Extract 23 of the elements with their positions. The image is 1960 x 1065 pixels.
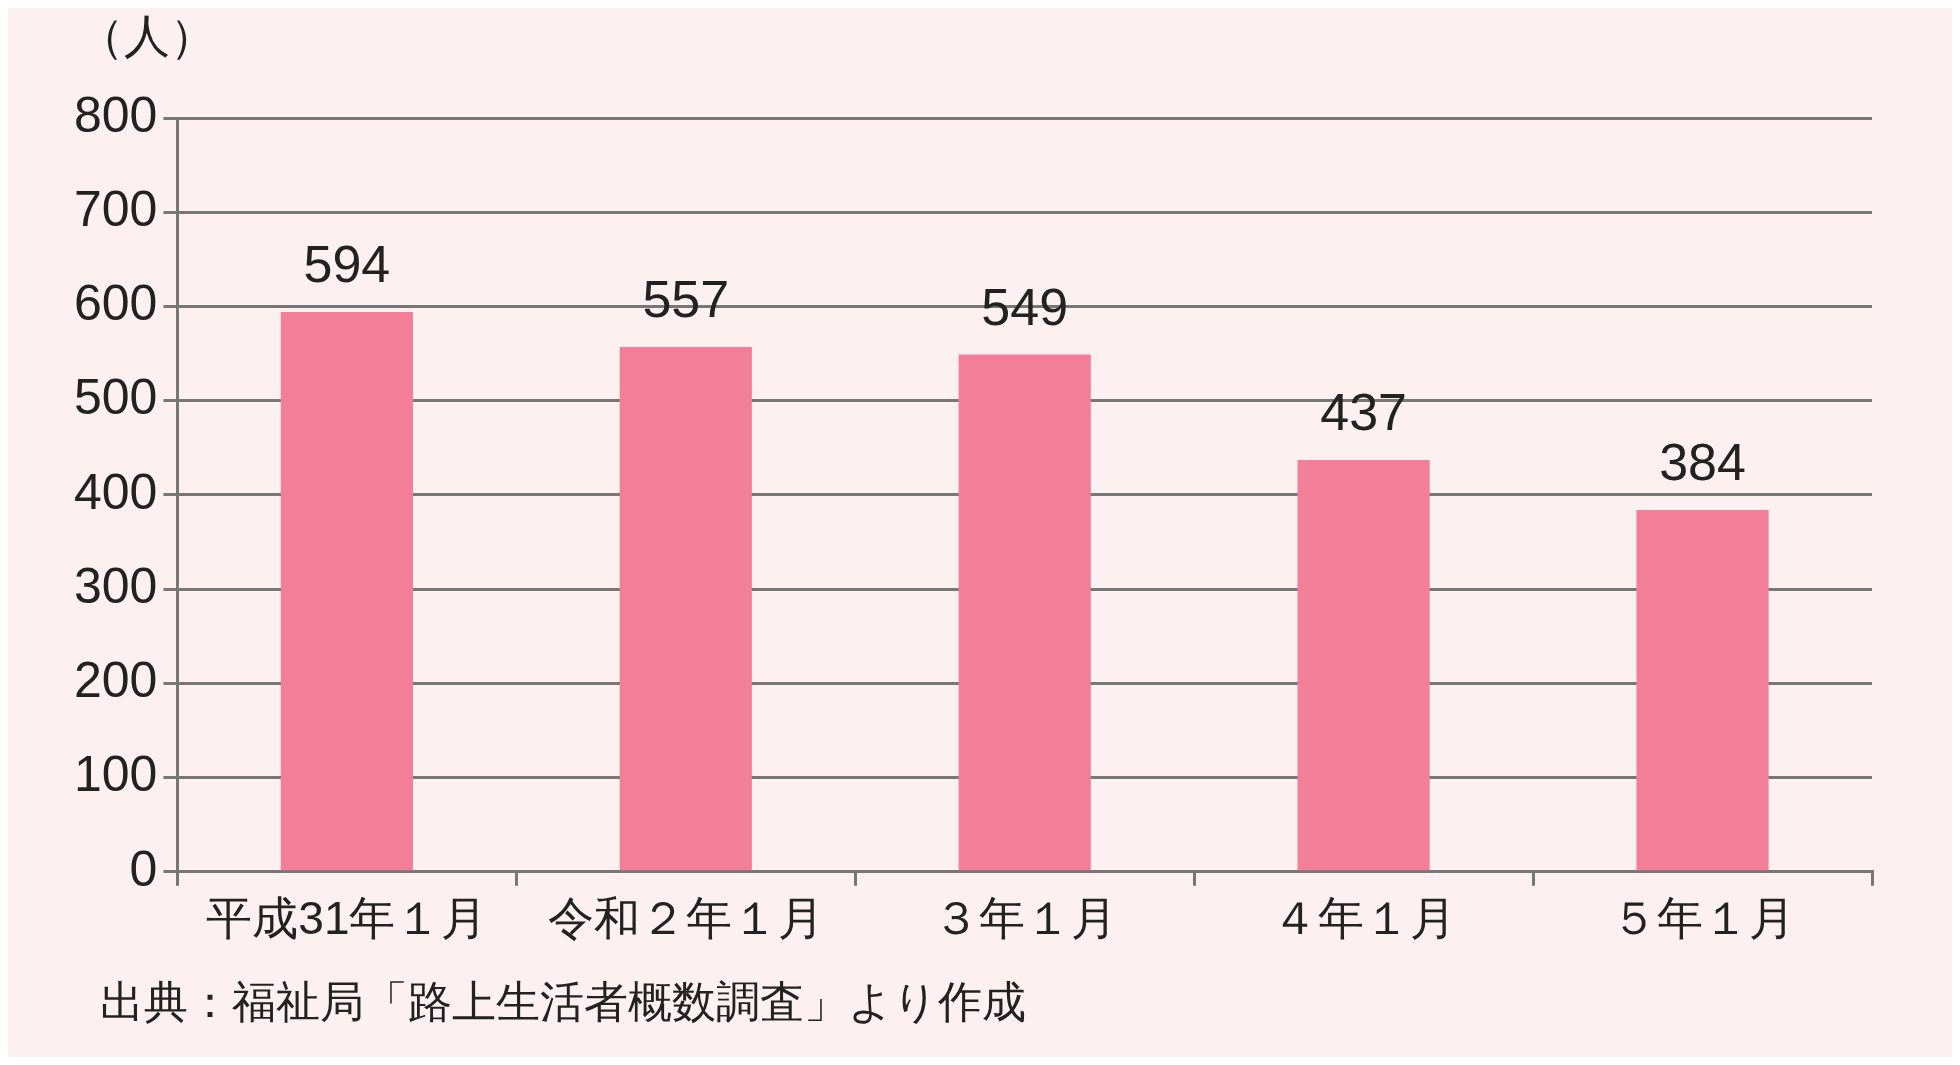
y-tick-label: 300 xyxy=(73,557,158,614)
y-tick-label: 0 xyxy=(129,840,158,897)
y-tick-label: 100 xyxy=(73,746,158,803)
y-tick-label: 600 xyxy=(73,275,158,332)
y-tick-label: 700 xyxy=(73,181,158,238)
y-tick-label: 800 xyxy=(73,86,158,143)
source-note: 出典：福祉局「路上生活者概数調査」より作成 xyxy=(100,977,1026,1027)
bar xyxy=(280,312,413,871)
y-tick-label: 400 xyxy=(73,463,158,520)
data-label: 594 xyxy=(303,235,391,294)
bar xyxy=(1297,460,1430,871)
y-tick-label: 500 xyxy=(73,369,158,426)
bar xyxy=(958,354,1091,871)
x-tick-label: ５年１月 xyxy=(1610,892,1795,945)
bar xyxy=(619,346,752,871)
y-axis-title: （人） xyxy=(78,9,216,62)
x-tick-label: 平成31年１月 xyxy=(206,892,488,945)
y-tick-label: 200 xyxy=(73,652,158,709)
bar xyxy=(1636,509,1769,871)
x-tick-label: 令和２年１月 xyxy=(547,892,824,945)
x-tick-label: ４年１月 xyxy=(1271,892,1456,945)
x-tick-label: ３年１月 xyxy=(932,892,1117,945)
data-label: 384 xyxy=(1659,433,1746,492)
